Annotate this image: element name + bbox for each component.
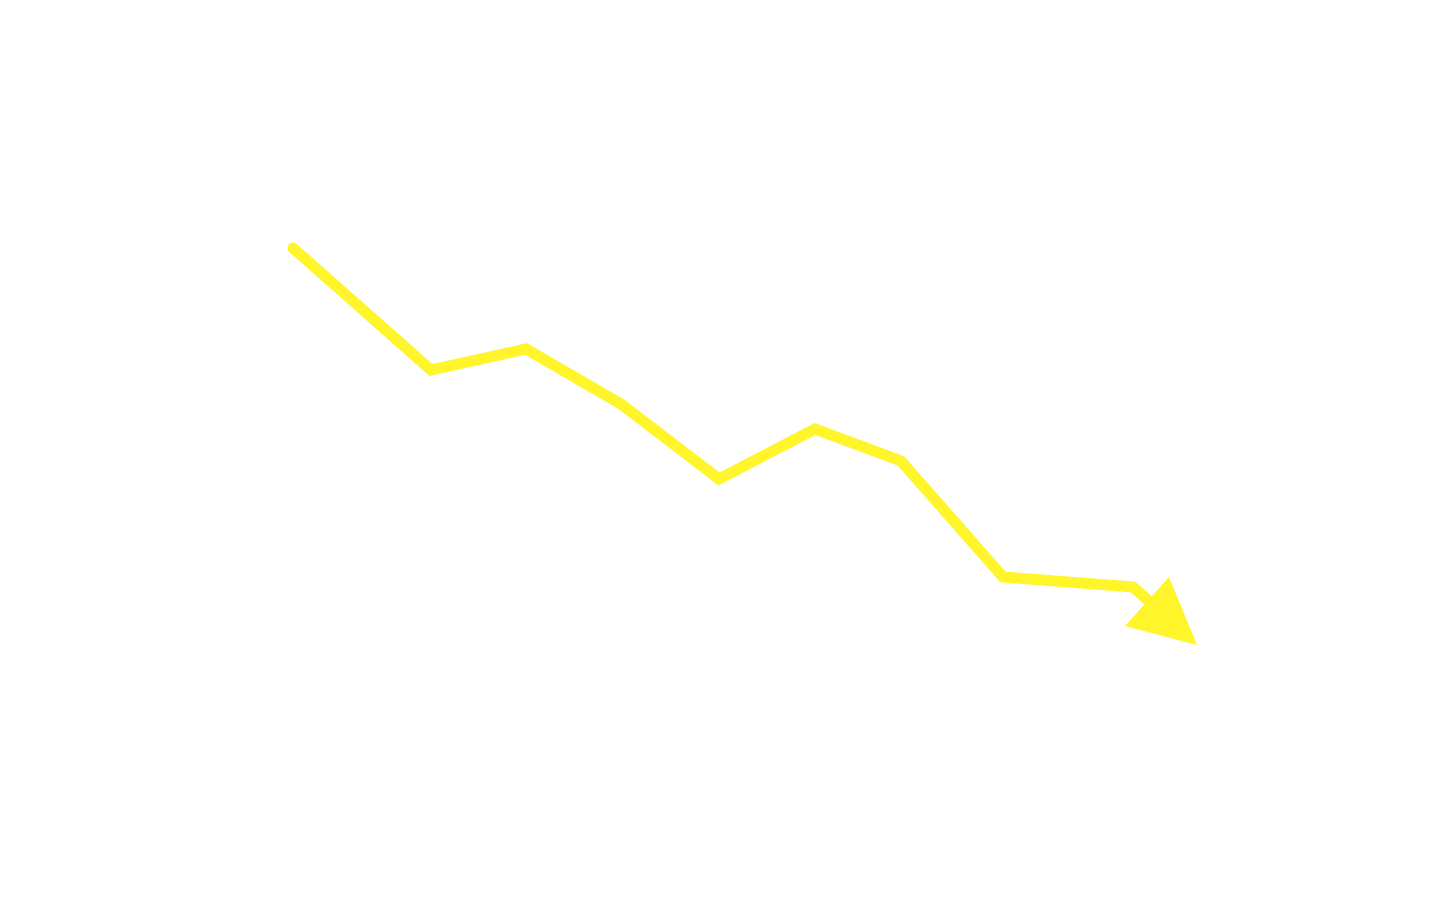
arrowhead-icon bbox=[1125, 577, 1197, 645]
trend-line bbox=[287, 242, 1164, 615]
